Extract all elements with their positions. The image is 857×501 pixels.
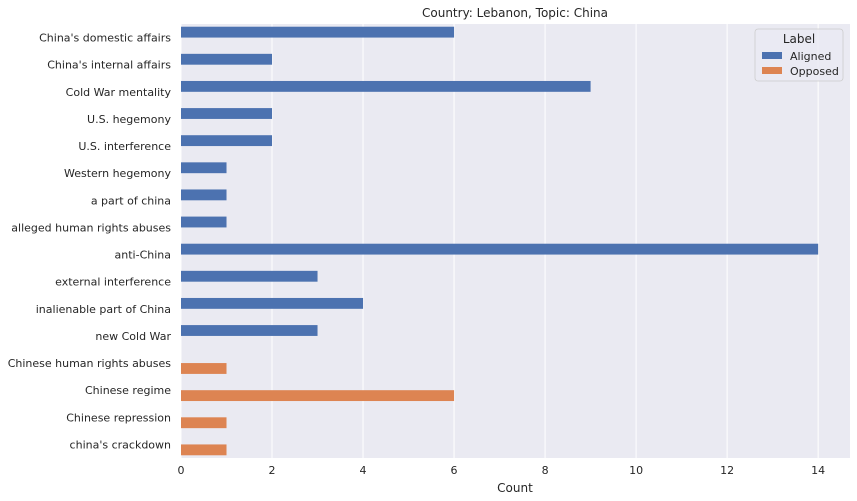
y-tick-label: new Cold War [95,330,171,343]
bar-aligned [181,162,227,174]
chart-title: Country: Lebanon, Topic: China [422,6,608,20]
y-tick-label: China's domestic affairs [39,32,171,45]
legend: Label Aligned Opposed [754,28,844,82]
y-tick-label: a part of china [91,194,171,207]
bar-aligned [181,26,455,38]
y-tick-label: Chinese repression [66,411,171,424]
grid-lines [180,24,819,458]
y-tick-labels: China's domestic affairs China's internal… [8,32,172,452]
y-tick-label: U.S. interference [78,140,171,153]
x-tick-label: 6 [451,464,458,477]
y-tick-label: Cold War mentality [66,86,172,99]
x-tick-labels: 0 2 4 6 8 10 12 14 [178,464,826,477]
y-tick-label: alleged human rights abuses [11,221,171,234]
x-tick-label: 14 [811,464,825,477]
x-tick-label: 8 [542,464,549,477]
y-tick-label: China's internal affairs [47,59,171,72]
y-tick-label: inalienable part of China [36,303,171,316]
y-tick-label: Chinese human rights abuses [8,357,172,370]
y-tick-label: anti-China [115,249,171,262]
bar-aligned [181,108,273,119]
bars [181,26,819,456]
bar-aligned [181,135,273,147]
bar-aligned [181,243,819,255]
bar-opposed [181,444,227,456]
bar-aligned [181,216,227,228]
bar-aligned [181,80,591,92]
x-tick-label: 2 [269,464,276,477]
bar-aligned [181,270,318,282]
y-tick-label: external interference [55,276,171,289]
legend-label-opposed: Opposed [790,65,839,78]
bar-aligned [181,325,318,336]
y-tick-label: china's crackdown [70,438,171,451]
legend-swatch-opposed [762,67,782,74]
bar-opposed [181,363,227,374]
legend-label-aligned: Aligned [790,50,831,63]
x-tick-label: 0 [178,464,185,477]
bar-opposed [181,390,455,402]
x-axis-title: Count [497,481,533,495]
bar-opposed [181,417,227,429]
bar-aligned [181,189,227,201]
x-tick-label: 10 [629,464,643,477]
x-tick-label: 12 [720,464,734,477]
legend-title: Label [783,32,815,46]
bar-aligned [181,53,273,65]
y-tick-label: U.S. hegemony [87,113,171,126]
bar-aligned [181,297,364,309]
y-tick-label: Chinese regime [85,384,171,397]
x-tick-label: 4 [360,464,367,477]
y-tick-label: Western hegemony [64,167,172,180]
legend-swatch-aligned [762,52,782,59]
plot-area [181,24,850,458]
